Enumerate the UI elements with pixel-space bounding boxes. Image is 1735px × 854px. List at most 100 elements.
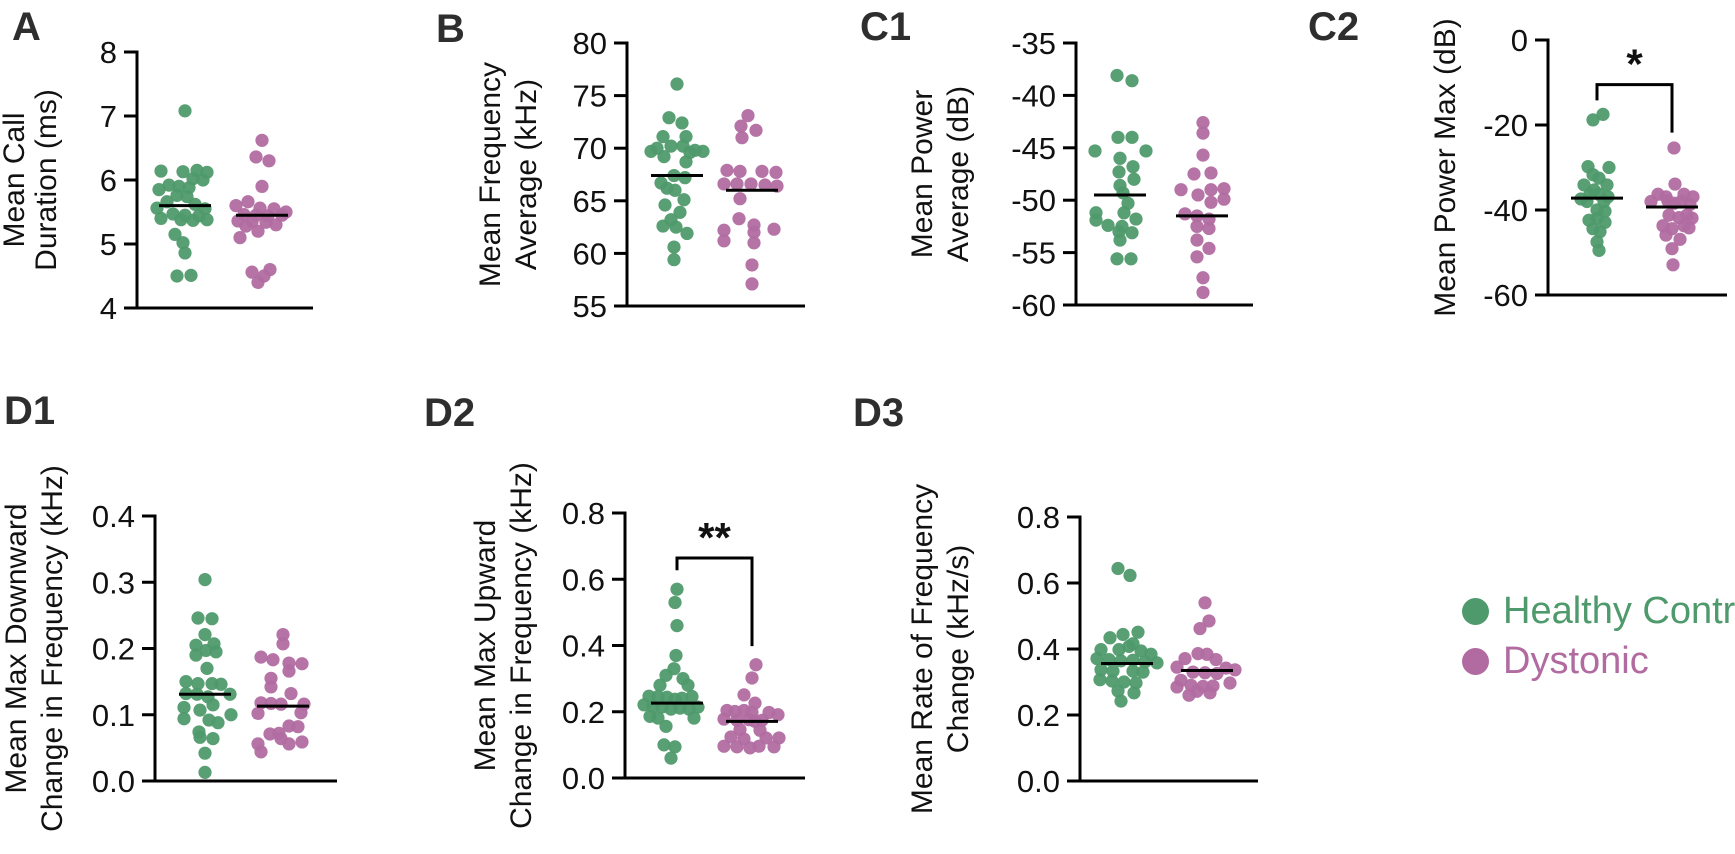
group-dystonic xyxy=(717,658,786,755)
data-point xyxy=(177,700,191,715)
data-point xyxy=(1209,652,1223,667)
data-point xyxy=(191,677,205,691)
group-healthy-control xyxy=(637,582,705,765)
data-point xyxy=(681,678,695,692)
data-point xyxy=(1106,664,1120,678)
data-point xyxy=(1202,614,1216,628)
data-point xyxy=(239,219,253,233)
data-point xyxy=(667,253,681,267)
group-healthy-control xyxy=(177,573,238,779)
data-point xyxy=(657,150,671,164)
data-point xyxy=(771,708,785,722)
data-point xyxy=(1114,694,1128,708)
data-point xyxy=(680,226,694,241)
data-point xyxy=(668,183,682,197)
y-tick-label: 0.8 xyxy=(1017,500,1060,535)
data-point xyxy=(1586,113,1600,127)
data-point xyxy=(733,192,747,206)
data-point xyxy=(1203,686,1217,700)
data-point xyxy=(1196,126,1210,140)
y-tick-label: -45 xyxy=(1011,131,1056,166)
data-point xyxy=(198,627,212,642)
data-point xyxy=(176,236,190,250)
y-tick-label: 0.1 xyxy=(92,698,135,733)
legend: Healthy Control Dystonic xyxy=(1462,588,1735,684)
data-point xyxy=(255,133,269,147)
y-axis-label-line: Change in Frequency (kHz) xyxy=(36,465,69,832)
data-point xyxy=(251,275,265,289)
data-point xyxy=(168,227,182,241)
data-point xyxy=(178,246,192,260)
data-point xyxy=(644,144,658,158)
data-point xyxy=(251,224,265,238)
data-point xyxy=(1178,651,1192,666)
y-tick-label: -60 xyxy=(1011,288,1056,323)
group-healthy-control xyxy=(1571,107,1623,257)
data-point xyxy=(741,108,755,123)
data-point xyxy=(1116,627,1130,642)
data-point xyxy=(730,740,744,754)
data-point xyxy=(749,123,763,137)
panel-C1: C1 Mean Power Average (dB) -35 -40 -45 -50 -55 -… xyxy=(860,5,1253,323)
panel-D1-label: D1 xyxy=(4,389,55,433)
data-point xyxy=(1126,664,1140,678)
data-point xyxy=(262,154,276,168)
data-point xyxy=(189,648,203,662)
data-point xyxy=(249,150,263,164)
data-point xyxy=(193,703,207,717)
data-point xyxy=(1126,160,1140,174)
data-point xyxy=(651,711,665,725)
data-point xyxy=(1682,221,1696,235)
data-point xyxy=(673,205,687,219)
data-point xyxy=(241,195,255,209)
data-point xyxy=(1125,74,1139,88)
panel-D2: D2 Mean Max Upward Change in Frequency (kH… xyxy=(424,391,805,829)
data-point xyxy=(1662,208,1676,222)
data-point xyxy=(1129,212,1143,226)
panel-C2: C2 Mean Power Max (dB) 0 -20 -40 -60 * xyxy=(1308,5,1727,317)
data-point xyxy=(1178,207,1192,221)
y-axis-label-line: Average (kHz) xyxy=(510,79,543,270)
data-point xyxy=(1088,144,1102,158)
data-point xyxy=(687,711,701,725)
data-point xyxy=(1196,148,1210,162)
data-point xyxy=(154,164,168,178)
data-point xyxy=(664,139,678,153)
data-point xyxy=(1202,241,1216,256)
data-point xyxy=(1103,631,1117,645)
data-point xyxy=(1602,160,1616,175)
data-point xyxy=(1129,676,1143,690)
data-point xyxy=(1202,221,1216,236)
data-point xyxy=(732,212,746,226)
data-point xyxy=(1105,674,1119,688)
data-point xyxy=(276,637,290,651)
data-point xyxy=(1123,568,1137,583)
group-dystonic xyxy=(251,627,311,759)
data-point xyxy=(284,686,298,701)
data-point xyxy=(179,675,193,689)
legend-item-dystonic: Dystonic xyxy=(1462,638,1735,684)
y-tick-label: -40 xyxy=(1011,78,1056,113)
y-tick-label: 0.6 xyxy=(562,562,605,597)
data-point xyxy=(162,178,176,192)
data-point xyxy=(193,730,207,744)
data-point xyxy=(656,130,670,144)
data-point xyxy=(758,178,772,192)
data-point xyxy=(205,612,219,626)
y-axis-label-line: Average (dB) xyxy=(942,86,975,262)
data-point xyxy=(1196,271,1210,285)
data-point xyxy=(291,720,305,734)
data-point xyxy=(678,171,692,185)
data-point xyxy=(251,706,265,721)
data-point xyxy=(200,661,214,675)
data-point xyxy=(1186,665,1200,679)
data-point xyxy=(282,737,296,751)
y-axis-label-line: Mean Max Downward xyxy=(0,503,33,793)
panel-D2-label: D2 xyxy=(424,391,475,435)
legend-item-healthy-control: Healthy Control xyxy=(1462,588,1735,634)
y-axis-label-line: Mean Max Upward xyxy=(469,520,502,772)
data-point xyxy=(282,664,296,678)
data-point xyxy=(1112,165,1126,179)
y-tick-label: 0.2 xyxy=(1017,698,1060,733)
y-axis-label-line: Duration (ms) xyxy=(30,89,63,271)
